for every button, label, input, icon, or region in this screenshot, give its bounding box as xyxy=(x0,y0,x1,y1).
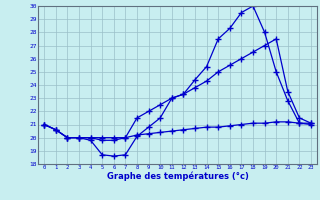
X-axis label: Graphe des températures (°c): Graphe des températures (°c) xyxy=(107,172,249,181)
